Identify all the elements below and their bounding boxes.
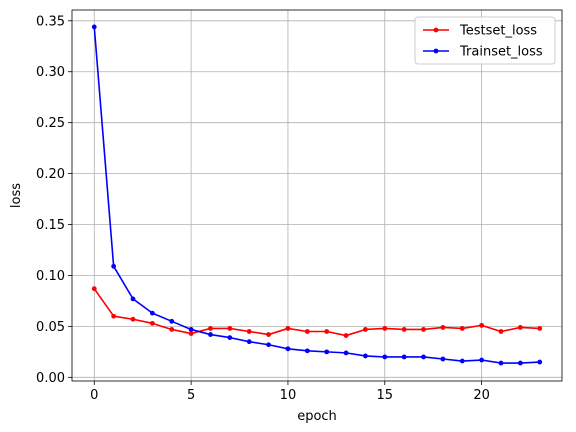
y-tick-label: 0.35 xyxy=(36,14,65,29)
y-tick-label: 0.25 xyxy=(36,116,65,131)
data-point xyxy=(266,332,271,337)
x-tick-label: 15 xyxy=(377,388,394,403)
data-point xyxy=(304,329,310,334)
y-tick-label: 0.30 xyxy=(36,65,65,80)
data-point xyxy=(343,333,349,338)
data-point xyxy=(246,329,252,334)
data-point xyxy=(111,313,117,319)
data-point xyxy=(498,329,504,334)
data-point xyxy=(401,327,407,332)
plot-area-frame xyxy=(71,9,563,382)
data-point xyxy=(343,350,349,356)
data-point xyxy=(149,310,155,316)
data-point xyxy=(537,326,543,331)
data-point xyxy=(363,327,368,332)
y-axis-label: loss xyxy=(9,183,24,208)
x-tick-label: 0 xyxy=(90,388,98,403)
legend-box xyxy=(414,16,556,65)
data-point xyxy=(517,360,523,366)
data-point xyxy=(169,327,175,332)
data-point xyxy=(130,316,136,322)
data-point xyxy=(169,318,175,324)
data-point xyxy=(130,296,136,302)
data-point xyxy=(246,339,252,345)
legend-marker xyxy=(433,48,439,54)
data-point xyxy=(537,359,543,365)
data-point xyxy=(266,342,271,348)
data-point xyxy=(285,346,291,352)
series-layer xyxy=(91,24,543,366)
data-point xyxy=(111,263,117,269)
data-point xyxy=(363,353,368,359)
grid xyxy=(72,10,562,381)
data-point xyxy=(208,326,213,331)
data-point xyxy=(421,354,426,360)
series-line xyxy=(93,26,540,364)
series-line xyxy=(93,288,540,337)
series-trainset-loss xyxy=(91,24,543,366)
data-point xyxy=(440,325,446,330)
data-point xyxy=(324,349,330,355)
data-point xyxy=(459,358,465,364)
legend-label: Testset_loss xyxy=(459,24,537,39)
x-tick-label: 5 xyxy=(187,388,195,403)
data-point xyxy=(208,332,213,337)
data-point xyxy=(479,357,485,363)
y-tick-label: 0.15 xyxy=(36,218,65,233)
x-tick-label: 10 xyxy=(280,388,297,403)
y-tick-label: 0.05 xyxy=(36,320,65,335)
data-point xyxy=(285,326,291,331)
data-point xyxy=(324,329,330,334)
data-point xyxy=(479,322,485,328)
data-point xyxy=(382,326,388,331)
legend: Testset_loss Trainset_loss xyxy=(414,16,556,65)
series-testset-loss xyxy=(91,286,543,338)
data-point xyxy=(227,326,233,331)
data-point xyxy=(91,286,97,292)
data-point xyxy=(188,331,194,336)
data-point xyxy=(401,354,407,360)
legend-marker xyxy=(433,27,439,33)
data-point xyxy=(421,327,426,332)
data-point xyxy=(188,327,194,332)
data-point xyxy=(440,356,446,362)
y-tick-label: 0.20 xyxy=(36,167,65,182)
data-point xyxy=(149,320,155,326)
data-point xyxy=(382,354,388,360)
data-point xyxy=(91,24,97,30)
data-point xyxy=(304,348,310,354)
y-tick-label: 0.10 xyxy=(36,269,65,284)
x-axis-label: epoch xyxy=(297,409,337,424)
data-point xyxy=(459,326,465,331)
legend-label: Trainset_loss xyxy=(459,45,543,60)
ticks: 0 5 10 15 20 0.00 0.05 0.10 0.15 0.20 0.25 0.30 0.35 xyxy=(36,14,490,403)
data-point xyxy=(227,335,233,341)
data-point xyxy=(498,360,504,366)
y-tick-label: 0.00 xyxy=(36,371,65,386)
data-point xyxy=(517,325,523,330)
x-tick-label: 20 xyxy=(473,388,490,403)
